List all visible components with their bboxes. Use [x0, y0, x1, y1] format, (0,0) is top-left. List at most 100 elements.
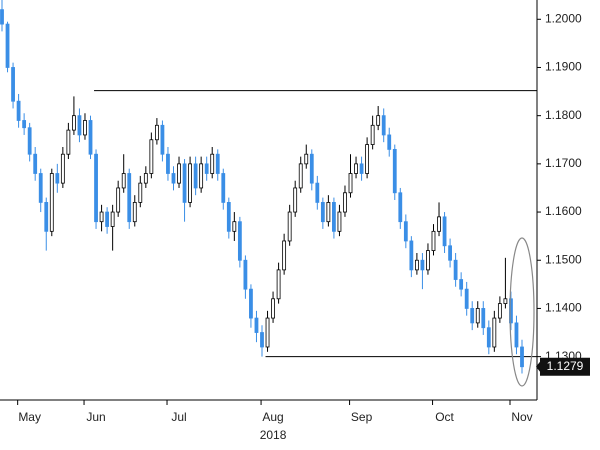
- candle-body: [354, 163, 358, 174]
- candle-body: [481, 308, 486, 329]
- candle-body: [503, 298, 508, 305]
- candle-body: [243, 259, 248, 290]
- candle-body: [171, 173, 176, 184]
- candle-body: [77, 115, 82, 136]
- candle-body: [464, 288, 469, 309]
- candle-body: [83, 120, 87, 136]
- candle-body: [287, 211, 292, 242]
- candle-body: [94, 153, 98, 223]
- candle-body: [215, 153, 220, 174]
- candle-body: [486, 327, 491, 348]
- candle-body: [149, 139, 154, 174]
- candle-body: [105, 211, 110, 227]
- y-tick-label: 1.1400: [545, 301, 582, 315]
- candle-body: [177, 163, 181, 184]
- candle-body: [55, 173, 60, 184]
- candle-body: [66, 129, 71, 155]
- candle-body: [121, 173, 126, 189]
- candle-body: [143, 173, 148, 184]
- candle-body: [448, 245, 452, 261]
- x-tick-label: Oct: [435, 410, 454, 424]
- candle-body: [309, 153, 314, 184]
- candle-body: [520, 346, 524, 368]
- candle-body: [166, 153, 170, 174]
- x-tick-label: May: [18, 410, 41, 424]
- last-price-label: 1.1279: [547, 359, 584, 373]
- candle-body: [249, 288, 253, 319]
- candle-body: [293, 187, 298, 213]
- candle-body: [33, 153, 38, 174]
- candle-body: [359, 163, 364, 174]
- x-tick-label: Jul: [171, 410, 186, 424]
- candle-body: [426, 250, 430, 271]
- candle-body: [343, 192, 347, 213]
- y-tick-label: 1.1900: [545, 60, 582, 74]
- candle-body: [72, 115, 76, 131]
- candle-body: [254, 317, 259, 333]
- candle-body: [420, 259, 425, 271]
- candle-body: [398, 192, 403, 223]
- candle-body: [365, 144, 370, 174]
- candle-body: [442, 216, 447, 247]
- candle-body: [437, 216, 441, 232]
- candle-body: [326, 202, 331, 223]
- y-tick-label: 1.2000: [545, 11, 582, 25]
- candle-body: [370, 124, 375, 145]
- candle-body: [276, 269, 281, 300]
- y-tick-label: 1.1500: [545, 252, 582, 266]
- candle-body: [271, 298, 275, 319]
- candle-body: [132, 202, 137, 223]
- candle-body: [237, 221, 242, 261]
- candle-body: [127, 173, 132, 223]
- candle-body: [232, 221, 237, 232]
- candle-body: [38, 173, 43, 203]
- candle-body: [475, 308, 480, 324]
- y-tick-label: 1.1700: [545, 156, 582, 170]
- candle-body: [514, 322, 519, 348]
- candle-body: [221, 173, 226, 203]
- candle-body: [88, 120, 93, 155]
- candle-body: [116, 187, 121, 213]
- candle-body: [138, 182, 143, 203]
- candle-body: [210, 153, 215, 174]
- candle-body: [99, 211, 104, 223]
- x-tick-label: Aug: [262, 410, 283, 424]
- candle-body: [387, 134, 392, 150]
- candle-body: [431, 230, 436, 252]
- candle-body: [44, 202, 49, 232]
- x-tick-label: Jun: [86, 410, 105, 424]
- x-tick-label: Nov: [511, 410, 532, 424]
- candle-body: [199, 163, 204, 189]
- candle-body: [110, 211, 115, 227]
- candle-body: [182, 163, 187, 203]
- y-tick-label: 1.1800: [545, 108, 582, 122]
- candle-body: [265, 317, 270, 348]
- candle-body: [193, 163, 198, 189]
- candle-body: [409, 240, 414, 271]
- candle-body: [282, 240, 287, 271]
- candle-body: [492, 317, 497, 348]
- candle-body: [497, 303, 502, 319]
- candle-body: [16, 100, 21, 121]
- candle-body: [332, 202, 336, 232]
- candle-body: [11, 67, 15, 102]
- candle-body: [49, 173, 54, 232]
- candle-body: [381, 115, 386, 136]
- candle-body: [5, 23, 10, 68]
- last-price-pointer: [536, 361, 540, 372]
- candle-body: [0, 9, 4, 25]
- candle-body: [260, 332, 264, 348]
- candle-body: [470, 308, 475, 324]
- candle-body: [160, 124, 165, 155]
- candle-body: [320, 202, 325, 223]
- candle-body: [304, 153, 309, 165]
- last-price-box: [540, 357, 590, 376]
- year-label: 2018: [260, 428, 287, 442]
- candle-body: [414, 259, 419, 271]
- candle-body: [403, 221, 408, 242]
- candle-body: [298, 163, 303, 189]
- candle-body: [315, 182, 320, 203]
- candle-body: [154, 124, 159, 141]
